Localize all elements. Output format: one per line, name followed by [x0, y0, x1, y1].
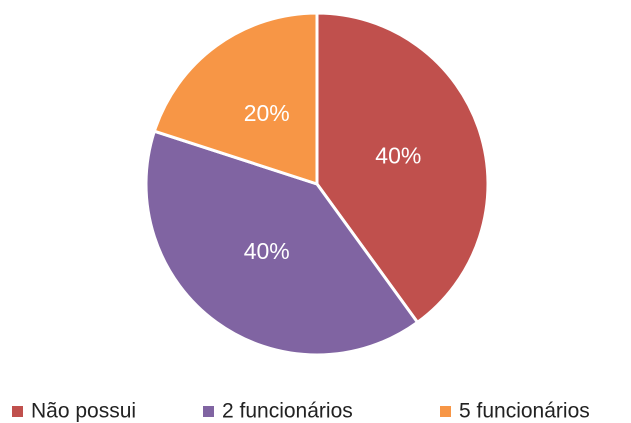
legend-swatch: [203, 406, 214, 417]
legend-label: Não possui: [31, 400, 136, 423]
data-label: 40%: [375, 143, 421, 169]
pie-slice: [152, 11, 319, 186]
legend-swatch: [440, 406, 451, 417]
legend-label: 2 funcionários: [222, 400, 353, 423]
pie-slice: [144, 129, 420, 357]
pie-slice: [315, 11, 490, 324]
data-label: 40%: [244, 238, 290, 264]
legend-swatch: [12, 406, 23, 417]
data-label: 20%: [244, 100, 290, 126]
legend-label: 5 funcionários: [459, 400, 590, 423]
